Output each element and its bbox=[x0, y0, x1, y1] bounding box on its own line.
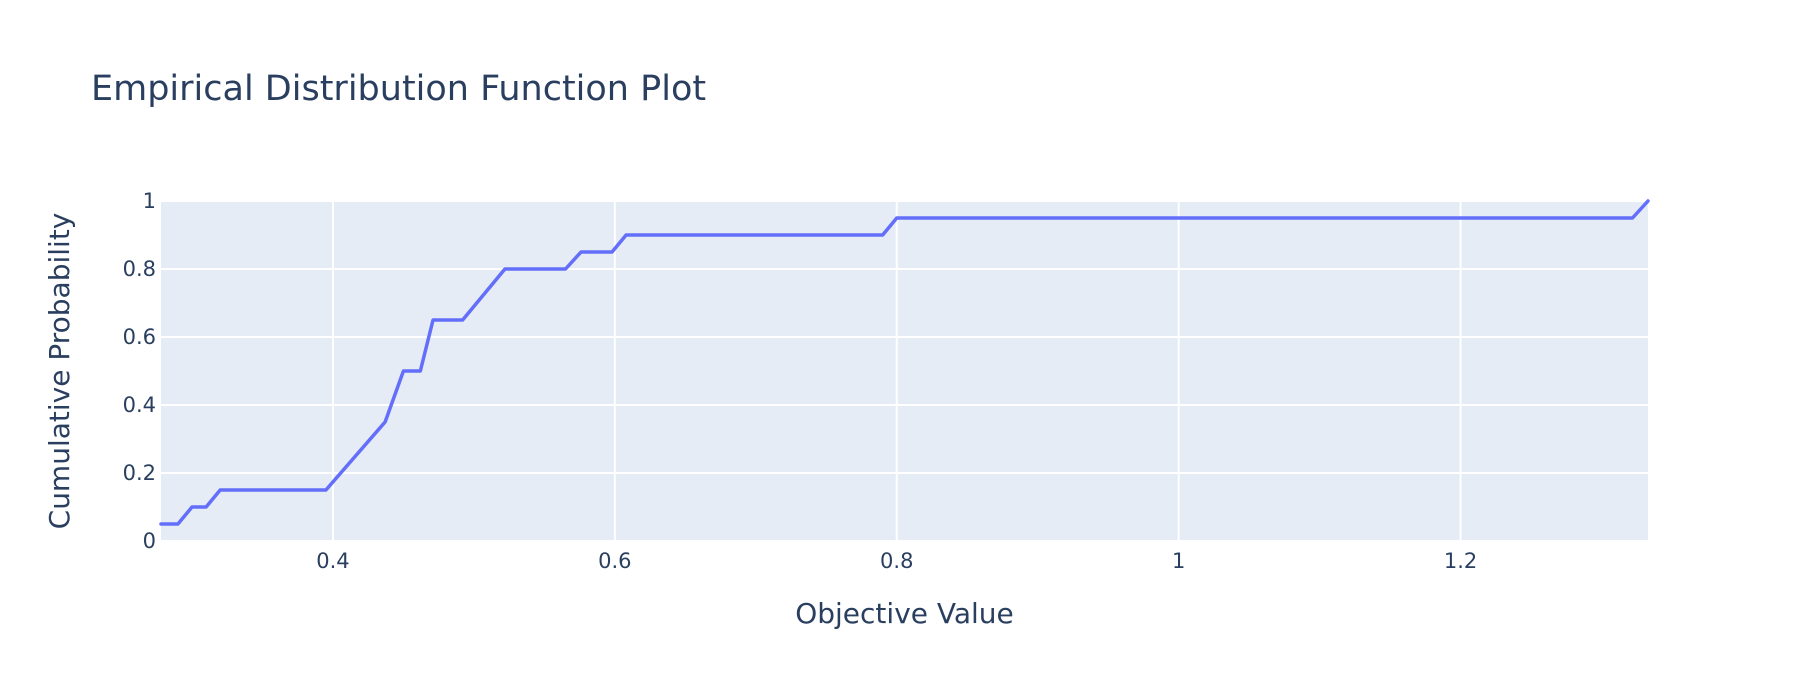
x-tick-label: 1.2 bbox=[1444, 549, 1477, 573]
y-tick-label: 0.2 bbox=[123, 461, 156, 485]
x-tick-label: 0.4 bbox=[316, 549, 349, 573]
x-axis-ticks: 0.4 0.6 0.8 1 1.2 bbox=[316, 549, 1477, 573]
gridlines bbox=[161, 200, 1648, 542]
y-tick-label: 1 bbox=[143, 189, 156, 213]
y-tick-label: 0.6 bbox=[123, 325, 156, 349]
x-axis-title: Objective Value bbox=[795, 597, 1014, 630]
x-tick-label: 1 bbox=[1172, 549, 1185, 573]
x-tick-label: 0.6 bbox=[598, 549, 631, 573]
y-tick-label: 0.4 bbox=[123, 393, 156, 417]
x-tick-label: 0.8 bbox=[880, 549, 913, 573]
y-axis-title: Cumulative Probability bbox=[43, 213, 76, 530]
plot-area bbox=[161, 201, 1648, 541]
chart-title: Empirical Distribution Function Plot bbox=[91, 69, 706, 109]
series-layer bbox=[159, 199, 1650, 526]
y-tick-label: 0.8 bbox=[123, 257, 156, 281]
edf-line bbox=[159, 199, 1650, 526]
y-axis-ticks: 0 0.2 0.4 0.6 0.8 1 bbox=[123, 189, 156, 553]
y-tick-label: 0 bbox=[143, 529, 156, 553]
